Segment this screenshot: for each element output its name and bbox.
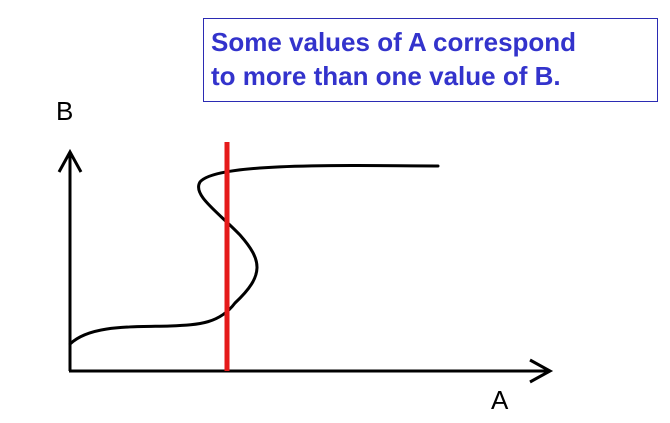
- s-curve: [68, 164, 440, 346]
- y-axis-label: B: [56, 96, 74, 126]
- callout-box: Some values of A correspond to more than…: [203, 18, 658, 102]
- x-axis-arrowhead: [529, 358, 554, 384]
- x-axis-label: A: [491, 385, 509, 415]
- callout-line-2: to more than one value of B.: [211, 61, 561, 91]
- callout-line-1: Some values of A correspond: [211, 27, 577, 57]
- y-axis-arrowhead: [57, 148, 83, 173]
